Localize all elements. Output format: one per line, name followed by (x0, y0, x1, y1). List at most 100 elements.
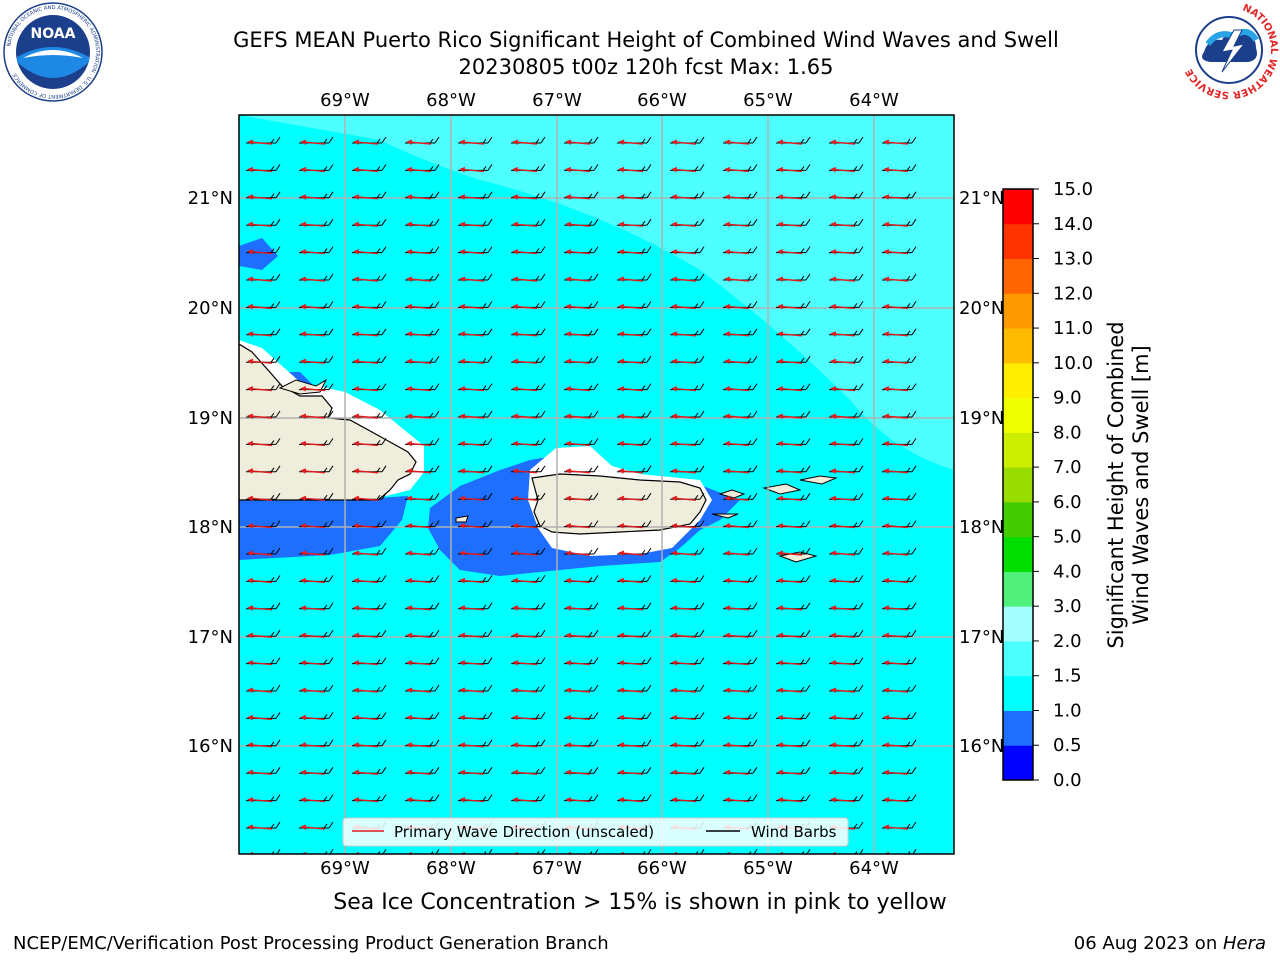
wave-direction-arrow (300, 303, 326, 310)
lat-label-left: 20°N (188, 298, 233, 319)
colorbar-tick-label: 4.0 (1053, 561, 1082, 582)
wave-direction-arrow (883, 194, 909, 200)
wave-direction-arrow (353, 605, 379, 611)
wave-direction-arrow (512, 303, 538, 310)
wave-direction-arrow (830, 577, 856, 584)
wave-direction-arrow (883, 797, 909, 803)
wave-direction-arrow (406, 605, 432, 611)
colorbar-tick-label: 5.0 (1053, 527, 1082, 548)
wave-direction-arrow (565, 605, 591, 611)
noaa-logo: NOAA NATIONAL OCEANIC AND ATMOSPHERIC AD… (3, 2, 103, 102)
wave-direction-arrow (724, 358, 750, 365)
wave-direction-arrow (618, 714, 644, 721)
wave-direction-arrow (724, 714, 750, 721)
wave-direction-arrow (459, 714, 485, 721)
wave-direction-arrow (406, 194, 432, 200)
wave-direction-arrow (565, 742, 591, 748)
wave-direction-arrow (671, 468, 697, 474)
wave-direction-arrow (671, 249, 697, 255)
wave-direction-arrow (830, 660, 856, 666)
wave-direction-arrow (565, 660, 591, 666)
lat-label-right: 21°N (959, 188, 1004, 209)
wave-direction-arrow (459, 632, 485, 639)
wave-direction-arrow (830, 221, 856, 228)
svg-text:Wind Waves and Swell [m]: Wind Waves and Swell [m] (1129, 345, 1153, 625)
wave-direction-arrow (406, 687, 432, 694)
wave-direction-arrow (300, 523, 326, 529)
wave-direction-arrow (353, 221, 379, 228)
wave-direction-arrow (247, 523, 273, 529)
wave-direction-arrow (406, 550, 432, 557)
wave-direction-arrow (724, 742, 750, 748)
sea-ice-caption: Sea Ice Concentration > 15% is shown in … (333, 890, 947, 915)
colorbar-tick-label: 10.0 (1053, 353, 1093, 374)
wave-direction-arrow (777, 440, 803, 447)
wave-direction-arrow (300, 358, 326, 365)
wave-direction-arrow (300, 440, 326, 447)
wave-direction-arrow (353, 577, 379, 584)
wave-direction-arrow (565, 714, 591, 721)
wave-direction-arrow (618, 166, 644, 173)
wave-direction-arrow (459, 523, 485, 529)
wave-direction-arrow (830, 605, 856, 611)
wave-direction-arrow (406, 358, 432, 365)
wave-direction-arrow (777, 413, 803, 420)
wave-direction-arrow (671, 386, 697, 392)
colorbar-segment (1003, 640, 1033, 677)
wave-direction-arrow (459, 687, 485, 694)
footer-date: 06 Aug 2023 on Hera (1074, 933, 1266, 954)
wave-direction-arrow (830, 413, 856, 420)
wave-direction-arrow (565, 139, 591, 146)
wave-direction-arrow (512, 221, 538, 228)
colorbar-tick-label: 3.0 (1053, 596, 1082, 617)
wave-direction-arrow (830, 386, 856, 392)
wave-direction-arrow (565, 468, 591, 474)
lon-label-top: 66°W (637, 90, 687, 111)
lon-label-top: 69°W (320, 90, 370, 111)
wave-direction-arrow (671, 742, 697, 748)
wave-direction-arrow (883, 440, 909, 447)
wave-direction-arrow (512, 166, 538, 173)
wave-direction-arrow (724, 386, 750, 392)
wave-direction-arrow (459, 303, 485, 310)
wave-direction-arrow (247, 577, 273, 584)
wave-direction-arrow (565, 523, 591, 529)
colorbar-tick-label: 12.0 (1053, 283, 1093, 304)
wave-direction-arrow (830, 797, 856, 803)
wave-direction-arrow (883, 249, 909, 255)
wave-direction-arrow (512, 468, 538, 474)
wave-direction-arrow (618, 221, 644, 228)
wave-direction-arrow (724, 221, 750, 228)
wave-direction-arrow (353, 413, 379, 420)
wave-direction-arrow (406, 577, 432, 584)
wave-direction-arrow (353, 249, 379, 255)
colorbar-tick-label: 0.5 (1053, 735, 1082, 756)
wave-direction-arrow (406, 221, 432, 228)
wave-direction-arrow (671, 632, 697, 639)
wave-direction-arrow (353, 358, 379, 365)
lon-label-bottom: 67°W (532, 858, 582, 879)
wave-direction-arrow (830, 249, 856, 255)
wave-direction-arrow (300, 331, 326, 337)
wave-direction-arrow (618, 523, 644, 529)
wave-direction-arrow (618, 577, 644, 584)
wave-direction-arrow (353, 660, 379, 666)
wave-direction-arrow (406, 386, 432, 392)
wave-direction-arrow (777, 166, 803, 173)
wave-direction-arrow (300, 742, 326, 748)
wave-direction-arrow (671, 714, 697, 721)
wave-direction-arrow (353, 523, 379, 529)
svg-text:Significant Height of Combined: Significant Height of Combined (1104, 321, 1128, 648)
wave-direction-arrow (406, 166, 432, 173)
wave-direction-arrow (353, 797, 379, 803)
lon-label-bottom: 64°W (849, 858, 899, 879)
colorbar-segment (1003, 571, 1033, 607)
wave-direction-arrow (830, 742, 856, 748)
wave-direction-arrow (724, 632, 750, 639)
wave-direction-arrow (671, 166, 697, 173)
wave-direction-arrow (777, 797, 803, 803)
wave-direction-arrow (353, 440, 379, 447)
wave-direction-arrow (830, 714, 856, 721)
lat-label-left: 21°N (188, 188, 233, 209)
wave-direction-arrow (724, 249, 750, 255)
